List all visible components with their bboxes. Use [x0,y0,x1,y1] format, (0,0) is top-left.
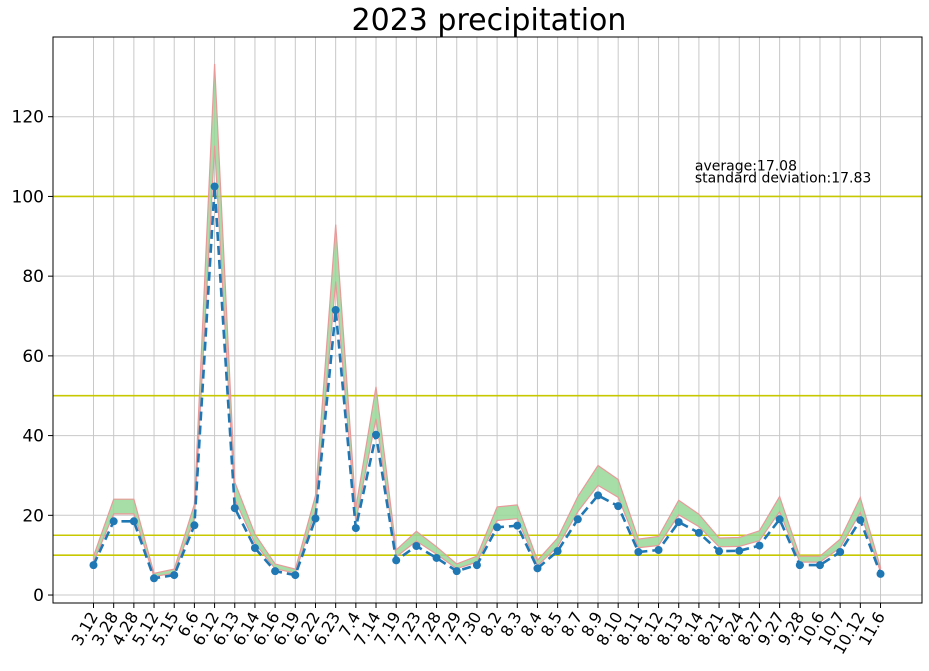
data-point [755,541,764,550]
data-point [129,517,138,526]
data-point [775,515,784,524]
data-points [89,182,885,583]
data-point [493,523,502,532]
annotation-text: average:17.08 [695,159,797,175]
data-point [432,553,441,562]
data-point [553,547,562,556]
data-point [513,521,522,530]
data-point [170,571,179,580]
data-point [573,515,582,524]
data-point [654,545,663,554]
data-point [331,306,340,315]
data-point [250,543,259,552]
data-point [876,569,885,578]
annotation-text: standard deviation:17.83 [695,171,871,187]
data-point [715,547,724,556]
y-tick-label: 0 [33,586,44,606]
data-point [89,561,98,570]
data-point [351,524,360,533]
y-tick-label: 20 [22,506,44,526]
band-area [92,63,882,578]
y-tick-label: 100 [12,187,44,207]
data-point [674,518,683,527]
y-tick-label: 80 [22,267,44,287]
y-axis-ticks: 0 20 40 60 80 100 120 [12,108,53,606]
data-point [795,561,804,570]
data-point [735,546,744,555]
y-tick-label: 120 [12,108,44,128]
data-point [856,516,865,525]
y-tick-label: 40 [22,427,44,447]
data-point [392,556,401,565]
data-point [271,567,280,576]
y-tick-label: 60 [22,347,44,367]
data-point [210,182,219,191]
data-point [150,574,159,583]
plot-frame [52,36,923,604]
data-point [190,521,199,530]
data-point [533,564,542,573]
data-point [311,514,320,523]
data-point [472,561,481,570]
data-point [614,502,623,511]
series-line [92,186,882,580]
data-point [230,504,239,513]
data-point [452,567,461,576]
data-point [372,430,381,439]
chart-title: 2023 precipitation [352,3,627,38]
data-point [594,491,602,500]
data-point [109,517,118,526]
range-band [92,63,882,578]
data-point [634,547,643,556]
data-point [836,547,845,556]
series-polyline [92,186,882,580]
data-point [291,571,300,580]
data-point [412,542,421,551]
data-point [815,561,824,570]
data-point [694,528,703,537]
